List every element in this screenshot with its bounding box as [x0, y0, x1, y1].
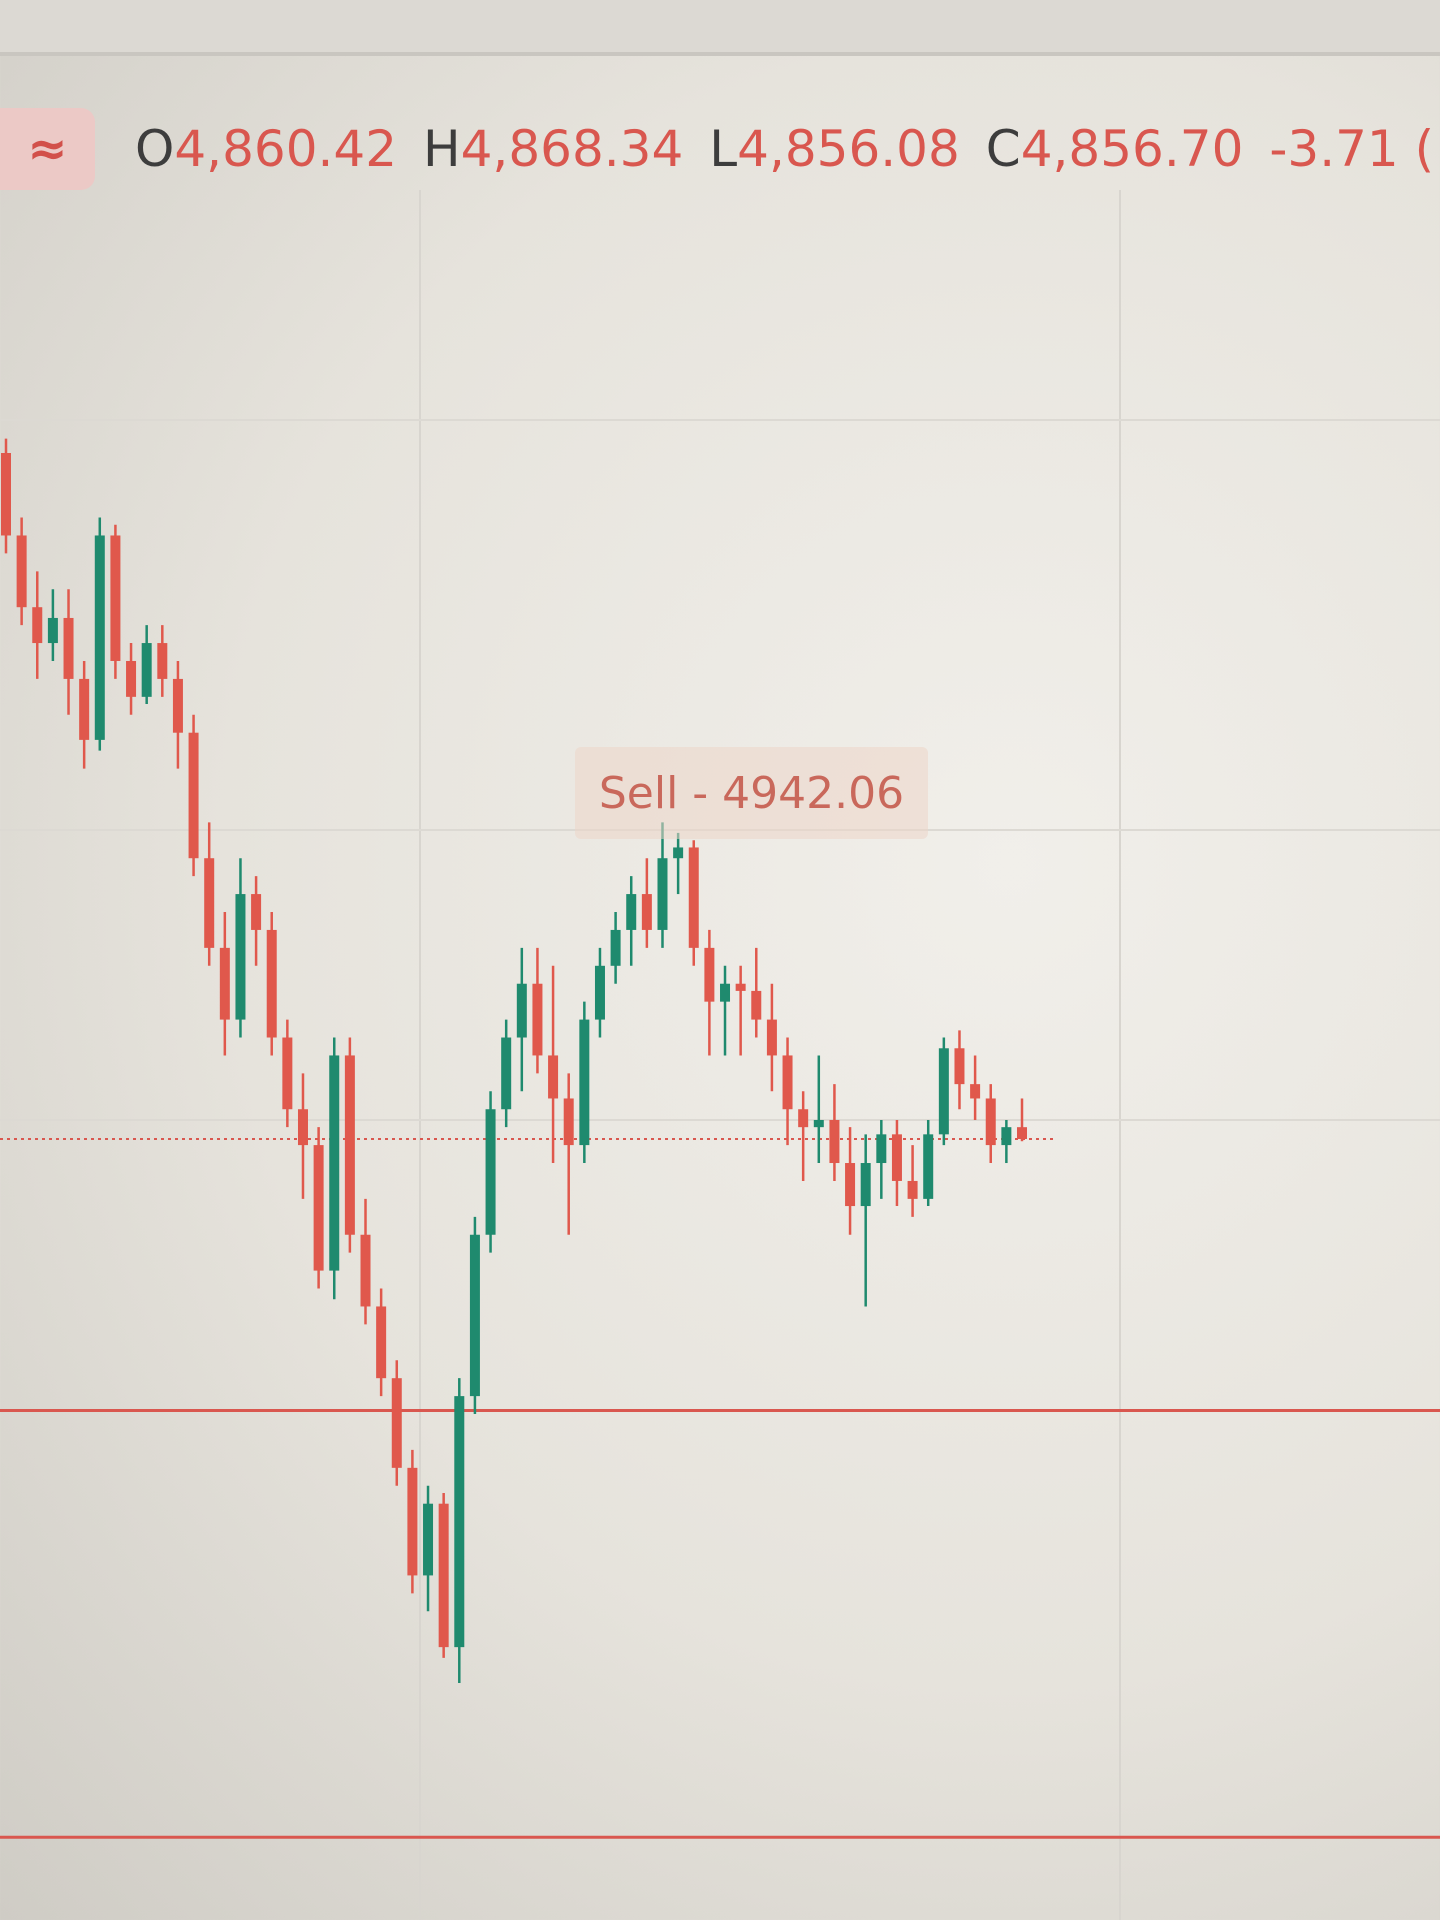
candle-up	[329, 1055, 340, 1271]
candle-down	[266, 929, 277, 1038]
candle-up	[938, 1048, 949, 1135]
candle-down	[563, 1098, 574, 1146]
candle-down	[172, 678, 183, 733]
open-value: 4,860.42	[174, 120, 398, 178]
candle-up	[626, 894, 637, 930]
candle-down	[376, 1306, 387, 1379]
candle-down	[782, 1055, 793, 1110]
candle-up	[141, 643, 152, 697]
approx-equal-icon[interactable]: ≈	[0, 108, 95, 190]
candle-down	[891, 1134, 902, 1181]
candle-up	[235, 894, 246, 1020]
candle-up	[657, 858, 668, 930]
candle-down	[126, 660, 137, 697]
candle-up	[516, 983, 527, 1038]
candle-up	[423, 1503, 434, 1576]
candle-down	[704, 947, 715, 1002]
candle-down	[204, 858, 215, 948]
candle-up	[594, 965, 605, 1020]
candle-down	[641, 894, 652, 930]
candle-down	[438, 1503, 449, 1648]
high-key: H	[423, 120, 461, 178]
low-key: L	[709, 120, 738, 178]
candle-down	[1, 452, 11, 536]
candle-down	[16, 535, 27, 608]
high-value: 4,868.34	[460, 120, 684, 178]
candle-down	[344, 1055, 355, 1235]
candle-down	[845, 1163, 856, 1207]
candle-down	[751, 990, 762, 1020]
candle-up	[720, 983, 731, 1002]
candle-down	[907, 1180, 918, 1199]
candle-down	[251, 894, 262, 930]
candle-down	[688, 847, 699, 948]
candle-down	[360, 1234, 371, 1307]
candle-down	[188, 732, 199, 859]
candle-up	[579, 1019, 590, 1146]
candle-down	[110, 535, 121, 661]
candle-down	[798, 1109, 809, 1128]
candle-down	[282, 1037, 293, 1110]
candle-up	[673, 847, 684, 859]
top-toolbar-edge	[0, 0, 1440, 56]
open-key: O	[135, 120, 175, 178]
candle-up	[469, 1234, 480, 1397]
candle-up	[923, 1134, 934, 1199]
sell-order-text: Sell - 4942.06	[598, 767, 905, 819]
candle-down	[32, 607, 43, 644]
close-value: 4,856.70	[1020, 120, 1244, 178]
candle-up	[501, 1037, 512, 1110]
ohlc-legend: ≈ O 4,860.42 H 4,868.34 L 4,856.08 C 4,856.7…	[0, 108, 1440, 190]
candle-down	[970, 1084, 981, 1099]
candle-down	[391, 1378, 402, 1468]
candle-down	[313, 1145, 324, 1271]
candle-down	[829, 1119, 840, 1164]
candle-down	[157, 643, 168, 679]
candle-down	[985, 1098, 996, 1146]
candle-up	[813, 1119, 824, 1128]
candle-down	[548, 1055, 559, 1099]
candle-up	[47, 617, 58, 644]
candle-down	[766, 1019, 777, 1056]
candle-down	[79, 678, 90, 740]
candle-down	[735, 983, 746, 991]
candle-up	[860, 1163, 871, 1207]
candle-down	[407, 1467, 418, 1576]
candle-down	[1017, 1127, 1027, 1139]
change-value: -3.71 (	[1269, 120, 1435, 178]
candle-down	[219, 947, 230, 1020]
candle-up	[454, 1396, 465, 1648]
icon-glyph: ≈	[27, 121, 68, 177]
candle-up	[610, 929, 621, 966]
candle-down	[954, 1048, 965, 1085]
candle-down	[532, 983, 543, 1056]
low-value: 4,856.08	[737, 120, 960, 178]
close-key: C	[985, 120, 1021, 178]
candle-up	[94, 535, 105, 740]
sell-order-label[interactable]: Sell - 4942.06	[575, 747, 928, 839]
candle-up	[1001, 1127, 1012, 1146]
candle-up	[876, 1134, 887, 1164]
candle-down	[297, 1109, 308, 1146]
candle-up	[485, 1109, 496, 1235]
candle-down	[63, 617, 74, 679]
